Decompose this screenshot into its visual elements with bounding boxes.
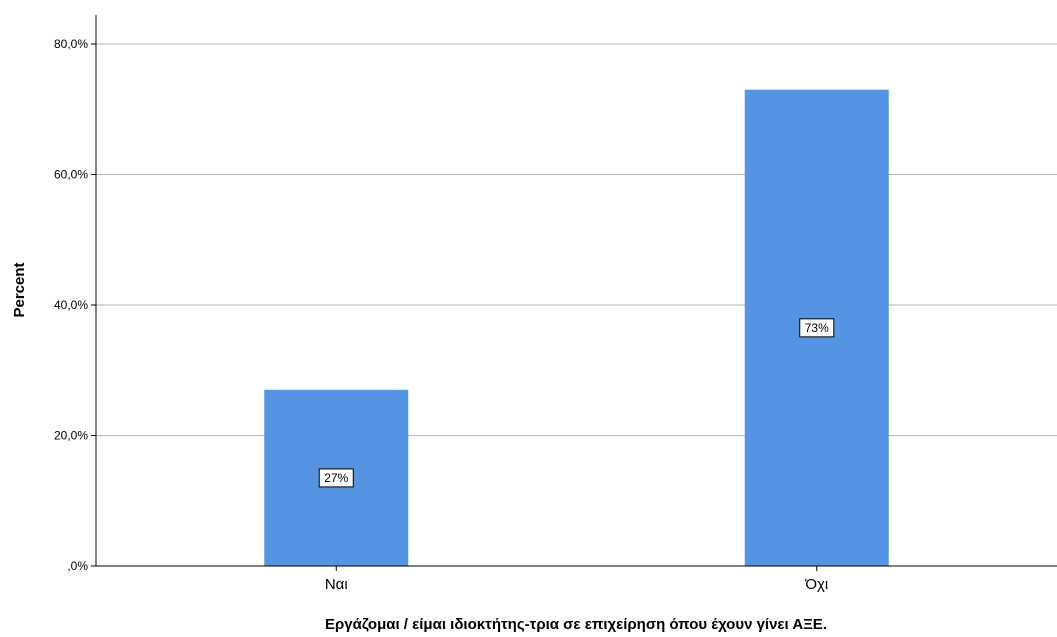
y-tick-labels: ,0% 20,0% 40,0% 60,0% 80,0%	[54, 37, 88, 573]
category-label: Όχι	[804, 576, 828, 593]
y-tick-label: 60,0%	[54, 168, 88, 182]
data-label: 27%	[318, 468, 354, 488]
data-label-box	[799, 318, 835, 338]
y-tick-label: 20,0%	[54, 429, 88, 443]
data-label-box	[318, 468, 354, 488]
data-label: 73%	[799, 318, 835, 338]
x-axis-title: Εργάζομαι / είμαι ιδιοκτήτης-τρια σε επι…	[325, 616, 827, 633]
axes	[95, 15, 1057, 567]
y-tick-label: ,0%	[67, 559, 88, 573]
y-tick-label: 40,0%	[54, 298, 88, 312]
data-labels: 27% 73%	[318, 318, 835, 488]
data-label-text: 27%	[324, 471, 348, 485]
bars	[264, 89, 889, 571]
category-label: Ναι	[325, 576, 348, 593]
gridlines	[91, 43, 1057, 567]
y-axis-title: Percent	[11, 262, 28, 317]
data-label-text: 73%	[805, 321, 829, 335]
y-tick-label: 80,0%	[54, 37, 88, 51]
category-labels: Ναι Όχι	[325, 576, 828, 593]
